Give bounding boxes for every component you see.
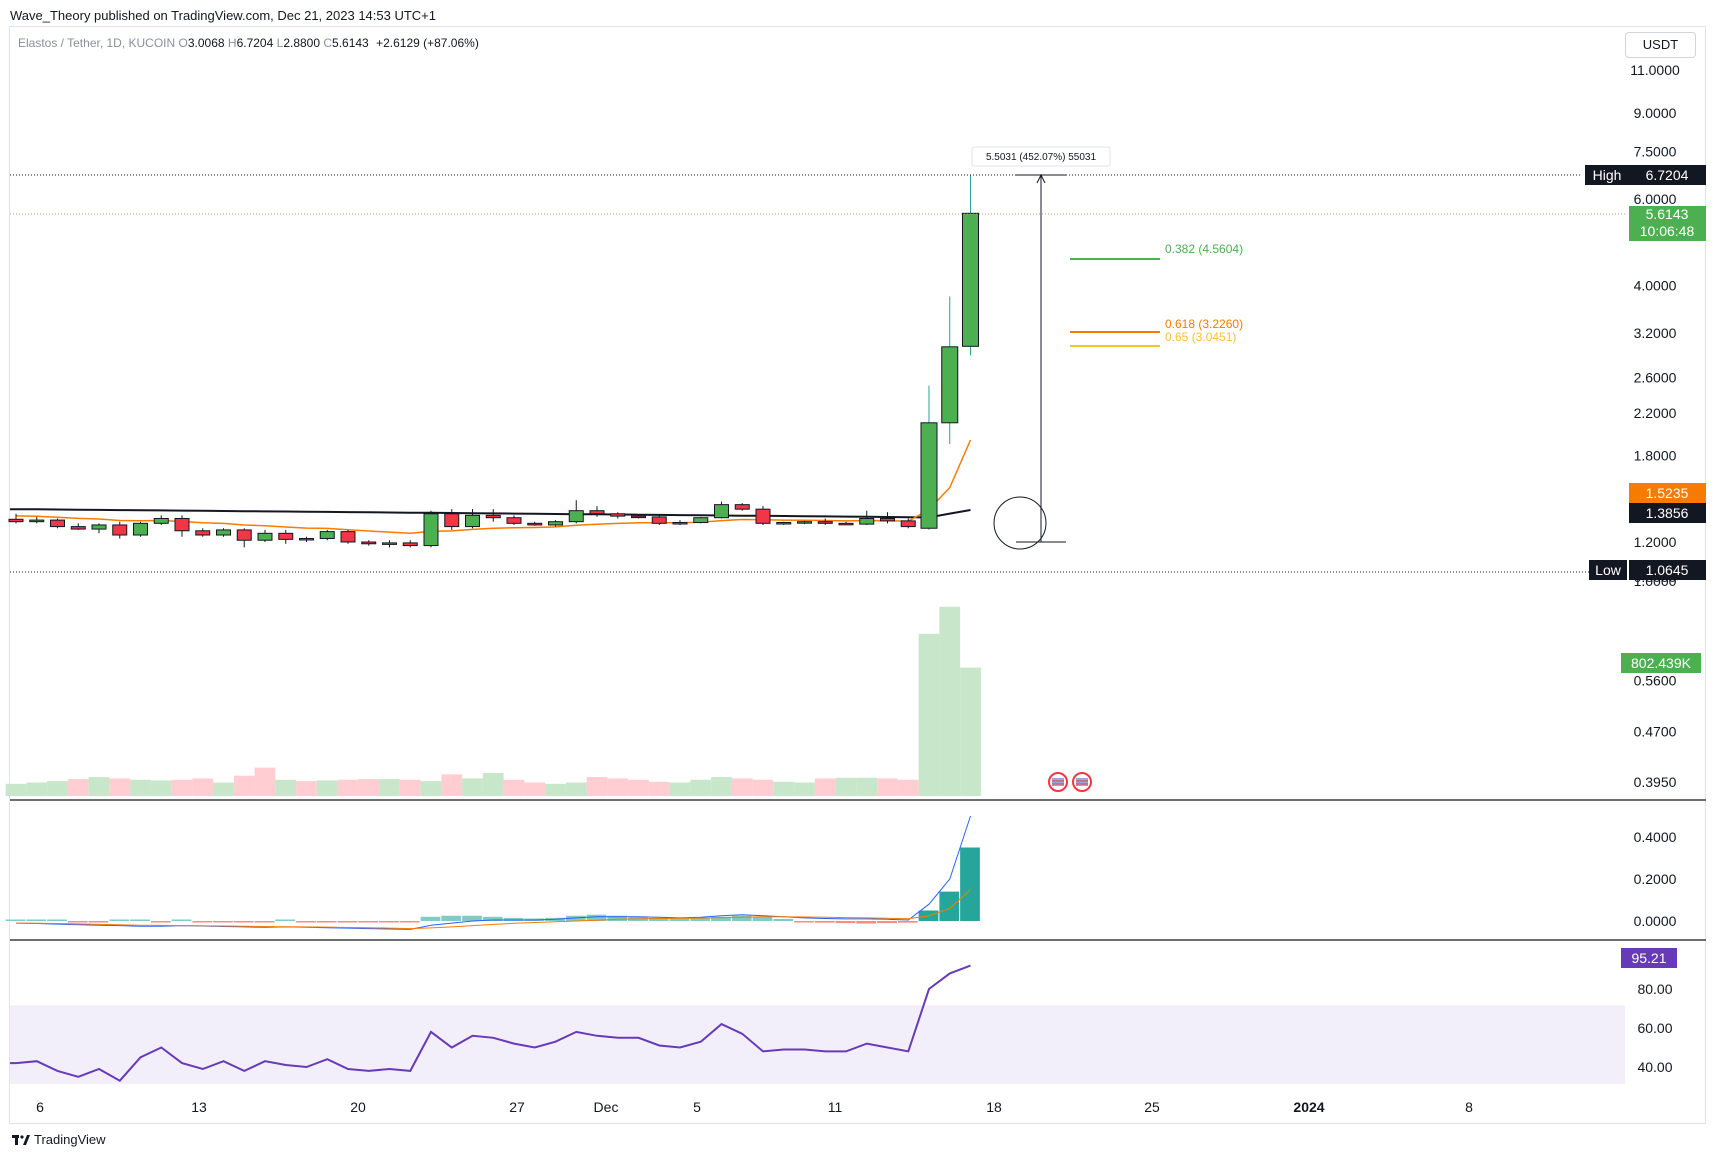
- change-value: +2.6129 (+87.06%): [376, 36, 479, 50]
- high-label: H: [227, 36, 237, 50]
- footer-brand[interactable]: TradingView: [12, 1132, 106, 1147]
- open-label: O: [178, 36, 188, 50]
- publisher-line: Wave_Theory published on TradingView.com…: [10, 8, 436, 23]
- symbol-name[interactable]: Elastos / Tether, 1D, KUCOIN: [18, 36, 176, 50]
- footer-brand-label: TradingView: [34, 1132, 106, 1147]
- chart-frame: [9, 26, 1706, 1124]
- close-value: 5.6143: [332, 36, 369, 50]
- tradingview-logo-icon: [12, 1135, 30, 1145]
- currency-button[interactable]: USDT: [1625, 32, 1696, 58]
- high-value: 6.7204: [236, 36, 274, 50]
- close-label: C: [323, 36, 333, 50]
- open-value: 3.0068: [187, 36, 225, 50]
- low-value: 2.8800: [283, 36, 321, 50]
- low-label: L: [276, 36, 284, 50]
- symbol-legend: Elastos / Tether, 1D, KUCOIN O3.0068 H6.…: [18, 36, 479, 50]
